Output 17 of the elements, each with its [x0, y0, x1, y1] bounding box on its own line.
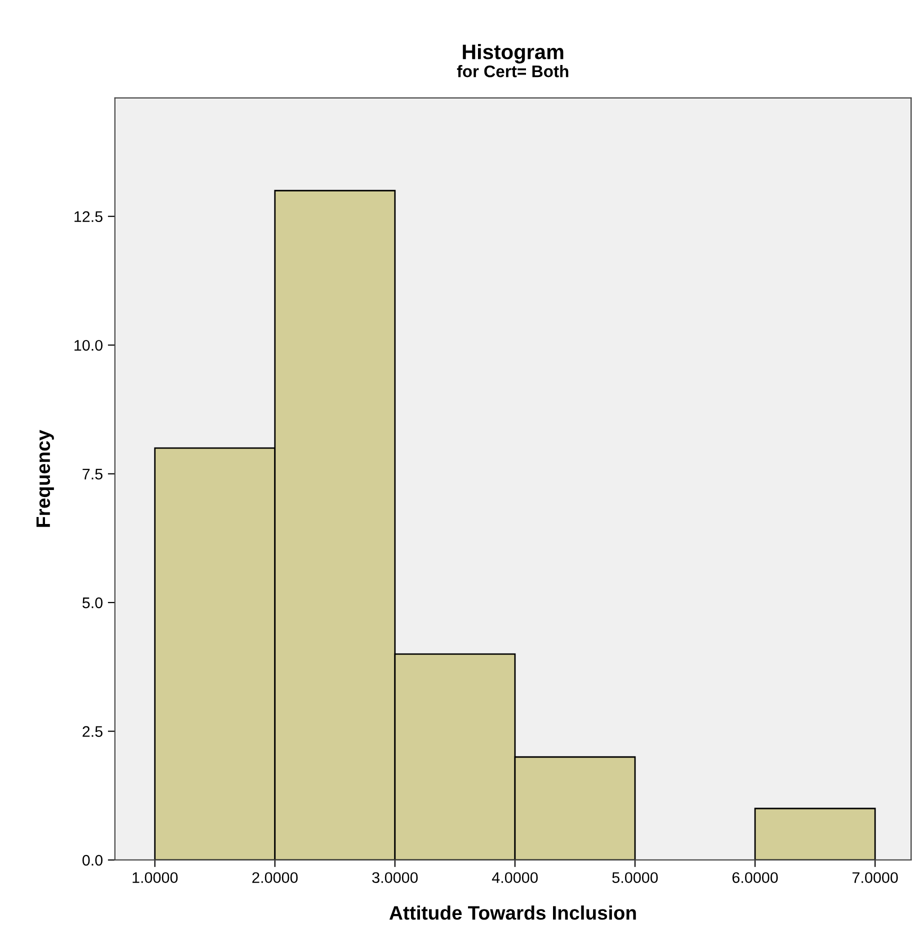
x-tick-label: 6.0000 — [732, 872, 778, 884]
y-tick-label: 12.5 — [74, 211, 102, 222]
x-tick-label: 2.0000 — [252, 872, 298, 884]
x-tick-label: 5.0000 — [612, 872, 658, 884]
x-tick-label: 3.0000 — [372, 872, 418, 884]
y-tick-label: 10.0 — [74, 340, 103, 351]
x-tick-label: 7.0000 — [852, 872, 898, 884]
x-tick-label: 4.0000 — [492, 872, 538, 884]
y-tick-label: 7.5 — [82, 468, 102, 480]
y-tick-label: 2.5 — [82, 726, 102, 737]
x-axis-title: Attitude Towards Inclusion — [389, 905, 636, 920]
y-axis-title: Frequency — [36, 430, 54, 527]
chart-subtitle: for Cert= Both — [457, 65, 568, 78]
y-tick-label: 0.0 — [82, 854, 103, 866]
x-tick-label: 1.0000 — [132, 872, 178, 884]
y-tick-label: 5.0 — [82, 597, 103, 608]
chart-title: Histogram — [462, 44, 564, 64]
